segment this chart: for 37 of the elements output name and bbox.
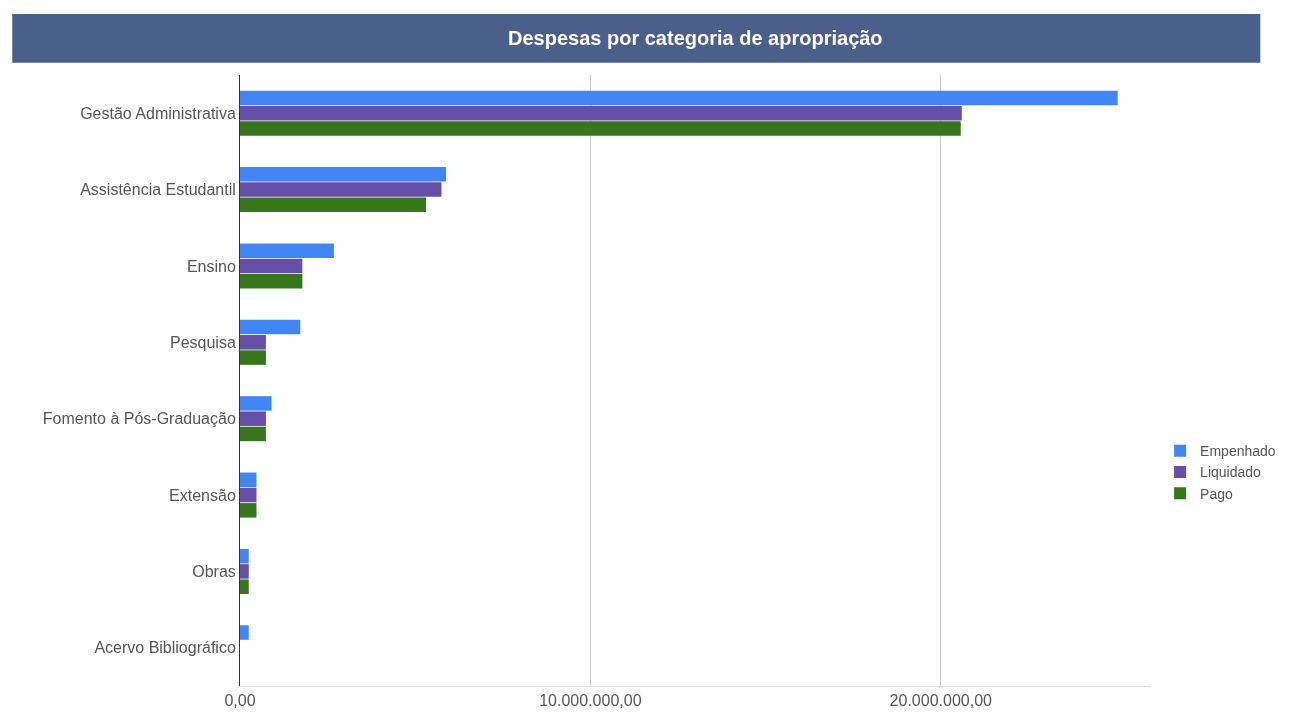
- bar: [240, 182, 442, 197]
- bar: [240, 121, 961, 136]
- legend-label: Liquidado: [1200, 464, 1262, 481]
- bar: [240, 335, 266, 350]
- y-tick-label: Extensão: [169, 486, 236, 504]
- bar: [240, 197, 427, 213]
- bar: [240, 105, 962, 121]
- legend-label: Pago: [1200, 485, 1234, 502]
- bar: [240, 548, 249, 564]
- chart-title: Despesas por categoria de apropriação: [508, 27, 883, 49]
- legend-label: Empenhado: [1200, 443, 1276, 460]
- bar: [240, 350, 266, 365]
- bar: [240, 243, 334, 258]
- y-tick-label: Assistência Estudantil: [80, 181, 236, 199]
- bar: [240, 258, 303, 274]
- bar: [240, 273, 303, 289]
- y-tick-label: Pesquisa: [169, 333, 236, 351]
- y-tick-label: Ensino: [186, 257, 236, 275]
- bar: [240, 503, 257, 518]
- y-tick-label: Acervo Bibliográfico: [94, 639, 236, 657]
- bar: [240, 579, 249, 594]
- bar: [240, 167, 447, 182]
- x-tick-label: 10.000.000,00: [539, 692, 642, 710]
- bar: [240, 564, 249, 579]
- bar: [240, 411, 266, 426]
- bar: [240, 396, 272, 411]
- y-tick-label: Obras: [192, 563, 236, 581]
- bar: [240, 487, 257, 503]
- bar: [240, 319, 301, 335]
- bar: [240, 625, 249, 640]
- bar: [240, 472, 257, 488]
- x-tick-label: 20.000.000,00: [889, 692, 993, 710]
- x-tick-label: 0,00: [224, 692, 256, 710]
- bar: [240, 90, 1118, 106]
- y-tick-label: Fomento à Pós-Graduação: [42, 410, 236, 428]
- bar: [240, 426, 266, 442]
- y-tick-label: Gestão Administrativa: [80, 104, 236, 122]
